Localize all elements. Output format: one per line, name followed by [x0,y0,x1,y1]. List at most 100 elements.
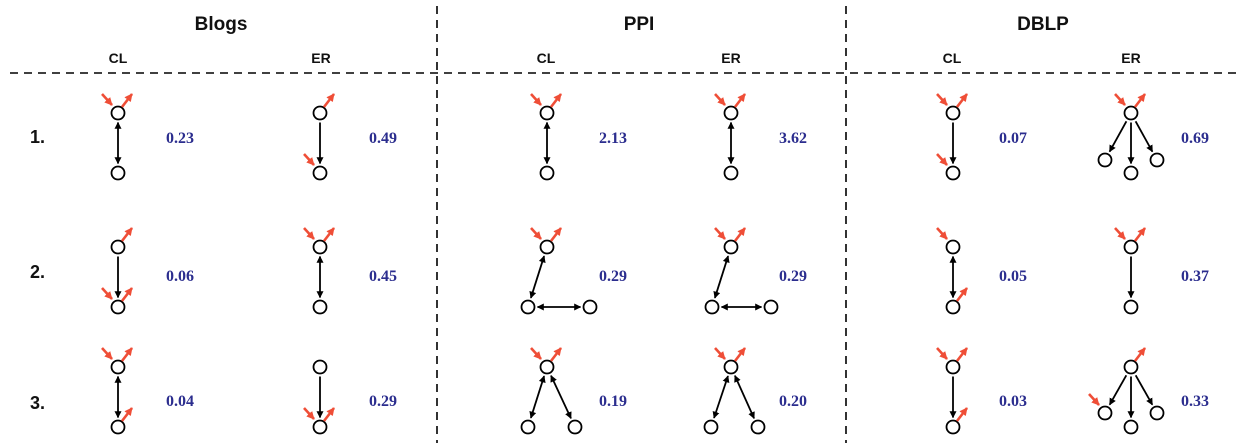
in-arrow [936,347,948,360]
graph-node [312,419,328,435]
graph-node [703,419,719,435]
model-label-ppi-cl: CL [536,50,556,66]
model-label-dblp-er: ER [1121,50,1141,66]
graph-node [723,239,739,255]
graph-node [1123,165,1139,181]
graph-node [312,105,328,121]
graph-node [539,359,555,375]
graph-node [110,419,126,435]
out-arrow [549,227,563,242]
in-arrow [1114,93,1126,106]
in-arrow [936,153,948,166]
value-dblp-er-2: 0.37 [1181,268,1209,285]
out-arrow [120,287,134,302]
graph-node [312,165,328,181]
out-arrow [955,287,969,302]
graph-node [110,105,126,121]
graph-node [582,299,598,315]
rank-label-1: 1. [30,127,46,147]
graph-node [1123,105,1139,121]
model-label-blogs-cl: CL [108,50,128,66]
graph-edge [734,375,755,419]
graph-node [1123,359,1139,375]
graph-edge [1134,374,1154,406]
out-arrow [955,347,969,362]
value-ppi-er-2: 0.29 [779,268,807,285]
model-label-blogs-er: ER [311,50,331,66]
in-arrow [714,227,726,240]
graph-node [723,165,739,181]
model-label-ppi-er: ER [721,50,741,66]
graph-node [110,165,126,181]
motifs-group [101,93,1165,435]
value-blogs-cl-1: 0.23 [166,130,194,147]
graph-node [312,239,328,255]
out-arrow [733,347,747,362]
value-ppi-cl-3: 0.19 [599,393,627,410]
graph-node [750,419,766,435]
out-arrow [120,347,134,362]
graph-node [704,299,720,315]
dataset-title-dblp: DBLP [1017,14,1069,35]
graph-edge [713,255,730,299]
in-arrow [714,347,726,360]
value-blogs-er-1: 0.49 [369,130,397,147]
out-arrow [955,93,969,108]
graph-node [945,105,961,121]
graph-node [567,419,583,435]
in-arrow [1088,393,1100,406]
value-dblp-er-1: 0.69 [1181,130,1209,147]
graph-node [110,359,126,375]
in-arrow [101,347,113,360]
graph-node [539,239,555,255]
graph-node [1097,405,1113,421]
value-dblp-cl-1: 0.07 [999,130,1027,147]
out-arrow [733,93,747,108]
out-arrow [322,93,336,108]
value-dblp-cl-2: 0.05 [999,268,1027,285]
out-arrow [549,347,563,362]
rank-label-3: 3. [30,393,46,413]
out-arrow [1133,93,1147,108]
model-label-dblp-cl: CL [942,50,962,66]
in-arrow [714,93,726,106]
graph-node [1123,239,1139,255]
out-arrow [120,93,134,108]
in-arrow [303,407,315,420]
graph-edge [550,374,572,420]
out-arrow [955,407,969,422]
out-arrow [1133,227,1147,242]
graph-node [1123,299,1139,315]
out-arrow [1133,347,1147,362]
value-dblp-er-3: 0.33 [1181,393,1209,410]
graph-node [539,105,555,121]
graph-edge [529,375,546,419]
graph-node [945,419,961,435]
out-arrow [120,407,134,422]
value-ppi-er-1: 3.62 [779,130,807,147]
graph-node [312,299,328,315]
out-arrow [549,93,563,108]
in-arrow [303,227,315,240]
value-blogs-er-2: 0.45 [369,268,397,285]
graph-edge [529,255,546,299]
graph-node [1149,152,1165,168]
out-arrow [733,227,747,242]
graph-node [723,105,739,121]
graph-node [110,299,126,315]
graph-node [723,359,739,375]
graph-edge [1108,374,1128,406]
value-ppi-cl-2: 0.29 [599,268,627,285]
graph-node [945,239,961,255]
in-arrow [101,93,113,106]
in-arrow [1114,227,1126,240]
dataset-title-blogs: Blogs [194,14,248,35]
graph-edge [1108,120,1128,153]
in-arrow [530,93,542,106]
graph-node [110,239,126,255]
graph-edge [1134,120,1154,153]
value-ppi-er-3: 0.20 [779,393,807,410]
graph-node [539,165,555,181]
graph-node [520,299,536,315]
